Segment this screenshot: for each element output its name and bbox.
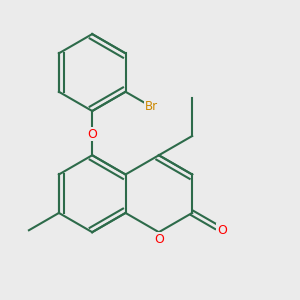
Text: O: O: [217, 224, 227, 237]
Text: O: O: [87, 128, 97, 141]
Text: O: O: [154, 233, 164, 246]
Text: Br: Br: [145, 100, 158, 113]
